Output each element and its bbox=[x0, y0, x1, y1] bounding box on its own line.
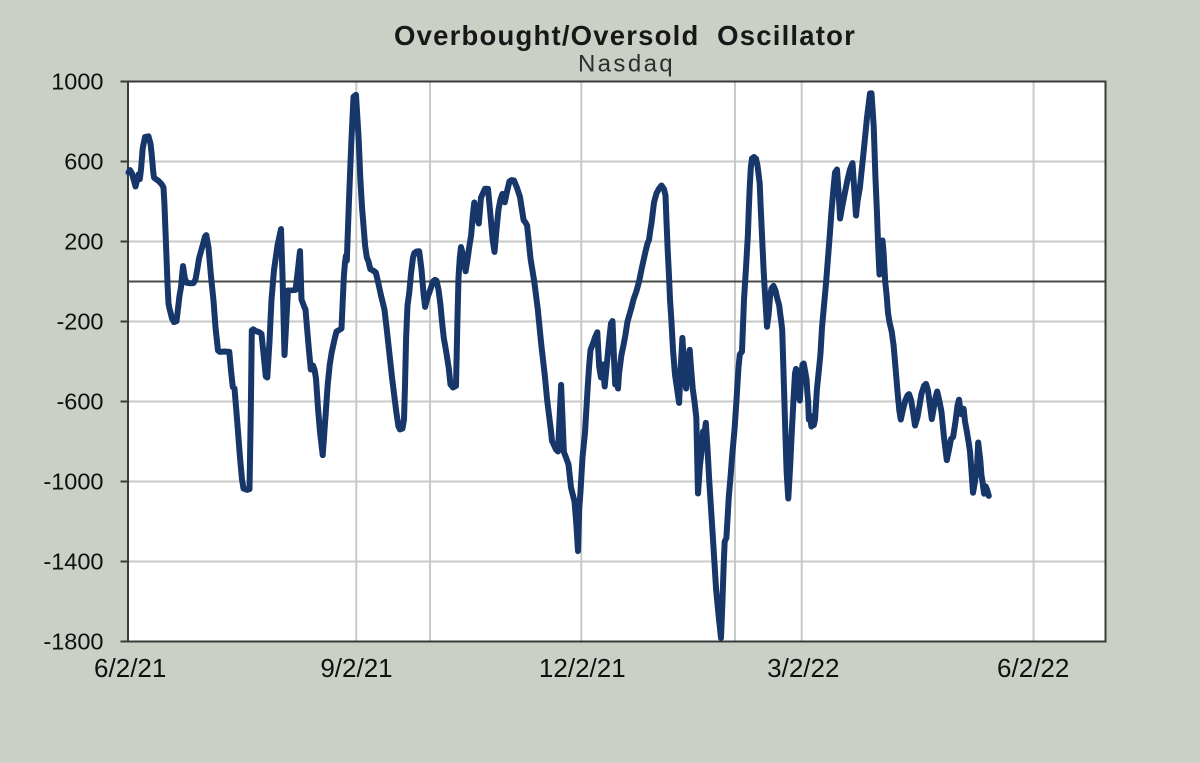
svg-text:-200: -200 bbox=[56, 309, 103, 335]
svg-text:200: 200 bbox=[64, 229, 103, 255]
svg-text:-600: -600 bbox=[56, 389, 103, 415]
svg-text:600: 600 bbox=[64, 149, 103, 175]
svg-text:6/2/21: 6/2/21 bbox=[94, 653, 166, 683]
svg-text:-1800: -1800 bbox=[43, 629, 103, 655]
svg-text:6/2/22: 6/2/22 bbox=[997, 653, 1069, 683]
svg-text:-1400: -1400 bbox=[43, 549, 103, 575]
svg-text:12/2/21: 12/2/21 bbox=[539, 653, 626, 683]
svg-text:1000: 1000 bbox=[51, 69, 103, 95]
svg-text:3/2/22: 3/2/22 bbox=[767, 653, 839, 683]
svg-text:9/2/21: 9/2/21 bbox=[320, 653, 392, 683]
svg-text:Nasdaq: Nasdaq bbox=[578, 51, 675, 78]
svg-text:Overbought/Oversold Oscillato: Overbought/Oversold Oscillator bbox=[394, 20, 856, 51]
svg-text:-1000: -1000 bbox=[43, 469, 103, 495]
